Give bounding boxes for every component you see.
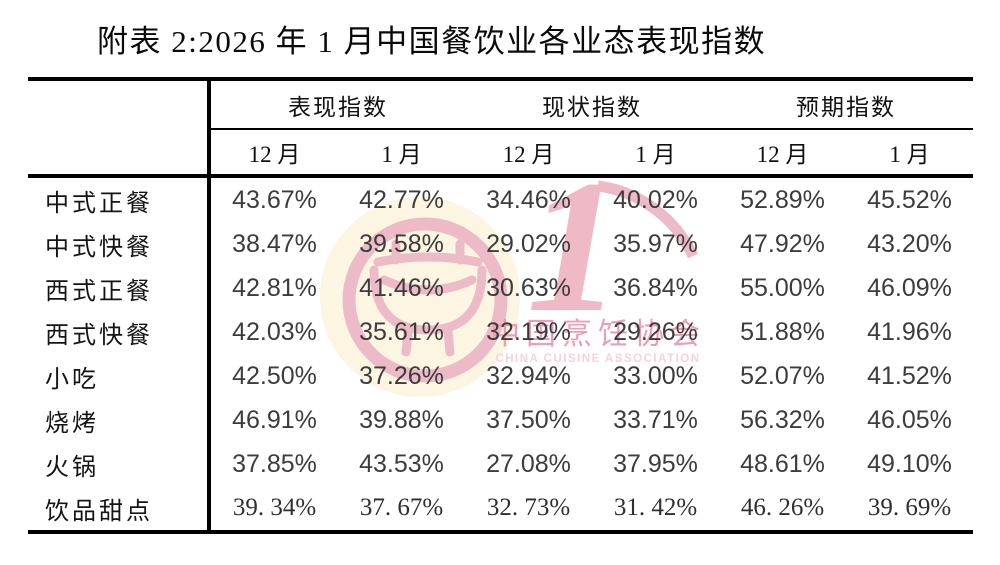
- sub-header-row: 12 月 1 月 12 月 1 月 12 月 1 月: [28, 130, 973, 174]
- cell-value: 37.50%: [486, 405, 571, 434]
- table-row: 小吃 42.50% 37.26% 32.94% 33.00% 52.07% 41…: [28, 354, 973, 398]
- sub-header-month: 12 月: [502, 142, 555, 167]
- cell-value: 27.08%: [486, 449, 571, 478]
- cuisine-association-watermark: 1 中国烹饪协会 CHINA CUISINE ASSOCIATION: [320, 158, 706, 397]
- ding-vessel-icon: [369, 239, 487, 357]
- cell-value: 45.52%: [867, 185, 952, 214]
- cell-value: 39.58%: [359, 229, 444, 258]
- cell-value: 40.02%: [613, 185, 698, 214]
- cell-value: 34.46%: [486, 185, 571, 214]
- cell-value: 29.26%: [613, 317, 698, 346]
- cell-value: 56.32%: [740, 405, 825, 434]
- page-title: 附表 2:2026 年 1 月中国餐饮业各业态表现指数: [97, 24, 767, 59]
- group-header-expected: 预期指数: [796, 94, 896, 120]
- cell-value: 46.05%: [867, 405, 952, 434]
- cell-value: 35.97%: [613, 229, 698, 258]
- table-row: 西式快餐 42.03% 35.61% 32.19% 29.26% 51.88% …: [28, 310, 973, 354]
- table-row: 中式快餐 38.47% 39.58% 29.02% 35.97% 47.92% …: [28, 222, 973, 266]
- cell-value: 32.19%: [486, 317, 571, 346]
- cell-value: 37.95%: [613, 449, 698, 478]
- cell-value: 32. 73%: [486, 494, 571, 521]
- table-row: 中式正餐 43.67% 42.77% 34.46% 40.02% 52.89% …: [28, 178, 973, 222]
- row-label: 中式正餐: [45, 190, 153, 217]
- sub-header-month: 12 月: [756, 142, 809, 167]
- cell-value: 35.61%: [359, 317, 444, 346]
- cell-value: 36.84%: [613, 273, 698, 302]
- cell-value: 31. 42%: [613, 494, 698, 521]
- cell-value: 39.88%: [359, 405, 444, 434]
- cell-value: 52.89%: [740, 185, 825, 214]
- cell-value: 39. 69%: [867, 494, 952, 521]
- watermark-ring: [342, 217, 508, 383]
- sub-header-month: 1 月: [381, 142, 422, 167]
- cell-value: 42.50%: [232, 361, 317, 390]
- cell-value: 46.91%: [232, 405, 317, 434]
- index-table: 表现指数 现状指数 预期指数 12 月 1 月 12 月 1 月 12 月 1 …: [28, 77, 973, 534]
- table-vertical-divider: [207, 81, 211, 530]
- group-header-performance: 表现指数: [288, 94, 388, 120]
- cell-value: 46.09%: [867, 273, 952, 302]
- row-label: 小吃: [45, 366, 99, 393]
- cell-value: 47.92%: [740, 229, 825, 258]
- cell-value: 42.77%: [359, 185, 444, 214]
- table-row: 火锅 37.85% 43.53% 27.08% 37.95% 48.61% 49…: [28, 442, 973, 486]
- cell-value: 42.03%: [232, 317, 317, 346]
- cell-value: 49.10%: [867, 449, 952, 478]
- cell-value: 55.00%: [740, 273, 825, 302]
- group-header-current: 现状指数: [542, 94, 642, 120]
- cell-value: 33.71%: [613, 405, 698, 434]
- cell-value: 48.61%: [740, 449, 825, 478]
- cell-value: 33.00%: [613, 361, 698, 390]
- watermark-cn-text: 中国烹饪协会: [490, 318, 706, 351]
- cell-value: 38.47%: [232, 229, 317, 258]
- table-row: 饮品甜点 39. 34% 37. 67% 32. 73% 31. 42% 46.…: [28, 486, 973, 530]
- row-label: 西式正餐: [45, 278, 153, 305]
- table-row: 烧烤 46.91% 39.88% 37.50% 33.71% 56.32% 46…: [28, 398, 973, 442]
- row-label: 饮品甜点: [45, 498, 153, 525]
- cell-value: 29.02%: [486, 229, 571, 258]
- cell-value: 41.52%: [867, 361, 952, 390]
- cell-value: 43.53%: [359, 449, 444, 478]
- mid-rule: [28, 174, 973, 178]
- row-label: 西式快餐: [45, 322, 153, 349]
- cell-value: 51.88%: [740, 317, 825, 346]
- cell-value: 43.67%: [232, 185, 317, 214]
- watermark-outer-arc: [597, 180, 698, 259]
- cell-value: 37. 67%: [359, 494, 444, 521]
- row-label: 火锅: [45, 454, 99, 481]
- cell-value: 32.94%: [486, 361, 571, 390]
- cell-value: 42.81%: [232, 273, 317, 302]
- cell-value: 41.46%: [359, 273, 444, 302]
- cell-value: 30.63%: [486, 273, 571, 302]
- cell-value: 52.07%: [740, 361, 825, 390]
- table-row: 西式正餐 42.81% 41.46% 30.63% 36.84% 55.00% …: [28, 266, 973, 310]
- row-label: 中式快餐: [45, 234, 153, 261]
- watermark-en-text: CHINA CUISINE ASSOCIATION: [495, 353, 700, 365]
- cell-value: 43.20%: [867, 229, 952, 258]
- cell-value: 46. 26%: [740, 494, 825, 521]
- thin-rule: [211, 128, 973, 130]
- sub-header-month: 12 月: [248, 142, 301, 167]
- cell-value: 37.85%: [232, 449, 317, 478]
- sub-header-month: 1 月: [889, 142, 930, 167]
- row-label: 烧烤: [45, 410, 99, 437]
- sub-header-month: 1 月: [635, 142, 676, 167]
- cell-value: 41.96%: [867, 317, 952, 346]
- cell-value: 37.26%: [359, 361, 444, 390]
- cell-value: 39. 34%: [232, 494, 317, 521]
- group-header-row: 表现指数 现状指数 预期指数: [28, 81, 973, 128]
